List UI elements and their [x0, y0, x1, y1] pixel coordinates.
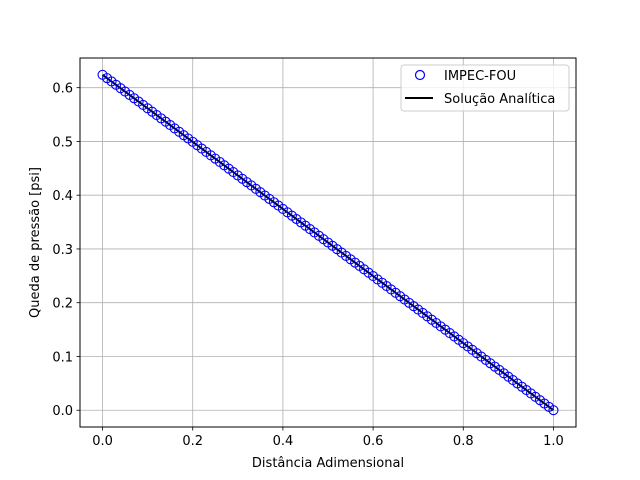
y-axis-label: Queda de pressão [psi] [28, 167, 43, 318]
y-tick-label: 0.2 [52, 297, 73, 312]
x-tick-label: 0.6 [363, 434, 384, 449]
x-tick-label: 0.0 [92, 434, 113, 449]
legend-label-solucao-analitica: Solução Analítica [444, 92, 555, 107]
y-tick-label: 0.6 [52, 82, 73, 97]
x-tick-label: 0.4 [273, 434, 294, 449]
legend-label-impec-fou: IMPEC-FOU [444, 69, 516, 84]
plot-frame [79, 57, 577, 428]
x-axis-label: Distância Adimensional [252, 456, 404, 471]
legend: IMPEC-FOU Solução Analítica [400, 64, 570, 112]
y-tick-label: 0.5 [52, 135, 73, 150]
data-point-impec-fou [548, 405, 559, 416]
plot-series [97, 69, 559, 416]
legend-box [400, 64, 570, 112]
x-tick-label: 0.8 [453, 434, 474, 449]
y-axis-ticks: 0.0 0.1 0.2 0.3 0.4 0.5 0.6 [52, 82, 80, 419]
grid [80, 58, 576, 427]
series-line-solucao-analitica [101, 73, 555, 412]
x-axis-ticks: 0.0 0.2 0.4 0.6 0.8 1.0 [92, 427, 564, 449]
y-tick-label: 0.4 [52, 189, 73, 204]
legend-marker-impec-fou [414, 69, 426, 81]
y-tick-label: 0.3 [52, 243, 73, 258]
y-tick-label: 0.1 [52, 350, 73, 365]
x-tick-label: 1.0 [543, 434, 564, 449]
x-tick-label: 0.2 [182, 434, 203, 449]
y-tick-label: 0.0 [52, 404, 73, 419]
